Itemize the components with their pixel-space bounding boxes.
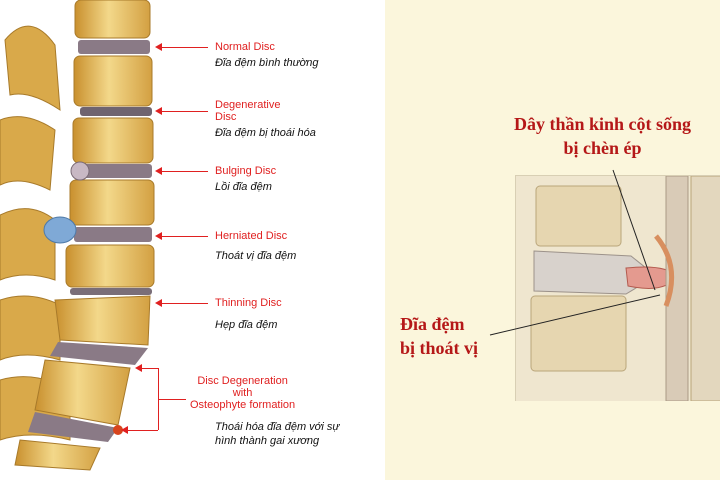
label-bulging-disc: Bulging Disc — [215, 165, 277, 177]
spinous-process — [0, 208, 56, 281]
normal-disc — [78, 40, 150, 54]
posterior-elements — [690, 175, 720, 402]
closeup-svg — [516, 175, 720, 402]
spine-illustration — [0, 0, 155, 471]
vertebra — [73, 55, 153, 107]
vertebra-lower — [530, 295, 627, 372]
pointer-lines — [489, 169, 661, 336]
bracket-top — [142, 368, 158, 369]
vertebra — [65, 244, 155, 288]
arrow-normal — [162, 47, 208, 48]
label-thinning-disc-vi: Hẹp đĩa đệm — [215, 319, 278, 331]
degenerated-disc — [50, 342, 148, 365]
arrow-head — [155, 167, 162, 175]
label-degenerative-disc: Degenerative Disc — [215, 99, 281, 123]
spinous-process — [0, 116, 56, 191]
vertebra — [69, 179, 155, 226]
pointer-nerve — [612, 169, 656, 291]
degenerative-disc — [80, 107, 152, 116]
thinning-disc — [70, 288, 152, 295]
herniated-disc-label: Đĩa đệm bị thoát vị — [400, 314, 479, 358]
arrow-head — [121, 426, 128, 434]
arrow-head — [155, 232, 162, 240]
bracket-bottom — [128, 430, 158, 431]
closeup-illustration — [515, 175, 720, 402]
label-osteophyte-vi: Thoái hóa đĩa đệm với sự hình thành gai … — [215, 421, 340, 447]
vertebra — [14, 439, 101, 471]
arrow-bulging — [162, 171, 208, 172]
degenerated-disc — [28, 412, 118, 442]
arrow-head — [155, 43, 162, 51]
bulge — [70, 161, 90, 181]
herniated-disc — [74, 227, 152, 242]
arrow-head — [155, 107, 162, 115]
label-osteophyte: Disc Degeneration with Osteophyte format… — [190, 375, 296, 411]
label-thinning-disc: Thinning Disc — [215, 297, 282, 309]
herniation-closeup-panel: Dây thần kinh cột sống bị chèn ép Đĩa đệ… — [385, 0, 720, 480]
label-herniated-disc: Herniated Disc — [215, 230, 288, 242]
vertebra — [72, 117, 154, 164]
spinous-process — [0, 295, 61, 361]
label-degenerative-disc-vi: Đĩa đệm bị thoái hóa — [215, 127, 316, 139]
label-normal-disc-vi: Đĩa đệm bình thường — [215, 57, 319, 69]
bulging-disc — [78, 164, 152, 178]
spinous-process — [4, 25, 61, 111]
osteophyte — [113, 425, 123, 435]
compressed-nerve — [654, 234, 675, 307]
herniation — [43, 216, 77, 244]
label-herniated-disc-vi: Thoát vị đĩa đệm — [215, 250, 297, 262]
arrow-head — [155, 299, 162, 307]
spine-diagram-panel: Normal Disc Đĩa đệm bình thường Degenera… — [0, 0, 385, 480]
bracket-to-label — [158, 399, 186, 400]
nerve-compression-label: Dây thần kinh cột sống bị chèn ép — [513, 114, 692, 158]
label-bulging-disc-vi: Lồi đĩa đệm — [215, 181, 272, 193]
arrow-head — [135, 364, 142, 372]
pointer-disc — [489, 294, 661, 336]
label-normal-disc: Normal Disc — [215, 41, 275, 53]
arrow-degenerative — [162, 111, 208, 112]
vertebra — [74, 0, 151, 39]
vertebra — [54, 295, 151, 346]
vertebra-upper — [535, 185, 622, 247]
arrow-thinning — [162, 303, 208, 304]
arrow-herniated — [162, 236, 208, 237]
